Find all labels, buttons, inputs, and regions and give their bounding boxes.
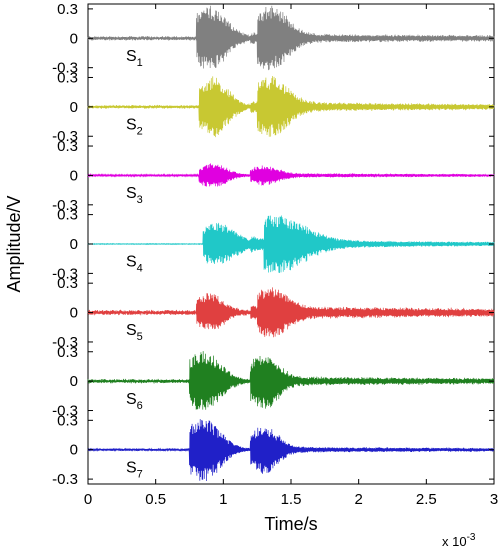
series-6-trace bbox=[87, 351, 495, 410]
series-7-trace bbox=[87, 419, 495, 481]
y-tick-label: -0.3 bbox=[52, 403, 78, 420]
y-tick-label: 0 bbox=[70, 167, 78, 184]
y-tick-label: 0 bbox=[70, 305, 78, 322]
y-tick-label: 0 bbox=[70, 236, 78, 253]
x-tick-layer: 0 0.5 1 1.5 2 2.5 3 bbox=[84, 4, 498, 508]
series-1-label: S1 bbox=[126, 48, 143, 69]
x-tick-label: 0 bbox=[84, 491, 92, 508]
series-4-trace bbox=[87, 215, 495, 274]
y-tick-label: 0 bbox=[70, 30, 78, 47]
x-tick-label: 1.5 bbox=[281, 491, 302, 508]
series-3-trace bbox=[87, 163, 495, 187]
x-axis-title: Time/s bbox=[264, 514, 317, 534]
y-tick-layer: 0.30-0.30.30-0.30.30-0.30.30-0.30.30-0.3… bbox=[52, 1, 494, 488]
y-tick-label: -0.3 bbox=[52, 128, 78, 145]
y-tick-label: 0.3 bbox=[57, 69, 78, 86]
series-5-trace bbox=[87, 287, 495, 338]
series-3-label: S3 bbox=[126, 185, 143, 206]
x-tick-label: 1 bbox=[219, 491, 227, 508]
series-layer bbox=[87, 5, 495, 481]
y-tick-label: -0.3 bbox=[52, 334, 78, 351]
series-2-trace bbox=[87, 75, 495, 138]
y-tick-label: 0.3 bbox=[57, 344, 78, 361]
series-label-layer: S1 S2 S3 S4 S5 S6 S7 bbox=[126, 48, 143, 480]
y-tick-label: 0.3 bbox=[57, 207, 78, 224]
series-7-label: S7 bbox=[126, 459, 143, 480]
x-tick-label: 0.5 bbox=[145, 491, 166, 508]
y-tick-label: 0.3 bbox=[57, 138, 78, 155]
y-tick-label: -0.3 bbox=[52, 60, 78, 77]
y-tick-label: 0.3 bbox=[57, 412, 78, 429]
y-tick-label: 0 bbox=[70, 373, 78, 390]
x-tick-label: 2 bbox=[354, 491, 362, 508]
x-tick-label: 3 bbox=[490, 491, 498, 508]
y-tick-label: 0 bbox=[70, 99, 78, 116]
y-tick-label: 0 bbox=[70, 442, 78, 459]
y-tick-label: -0.3 bbox=[52, 197, 78, 214]
series-2-label: S2 bbox=[126, 116, 143, 137]
series-4-label: S4 bbox=[126, 254, 143, 275]
x-tick-label: 2.5 bbox=[416, 491, 437, 508]
y-tick-label: 0.3 bbox=[57, 275, 78, 292]
series-5-label: S5 bbox=[126, 322, 143, 343]
y-tick-label: 0.3 bbox=[57, 1, 78, 18]
y-tick-label: -0.3 bbox=[52, 471, 78, 488]
y-axis-title: Amplitude/V bbox=[4, 195, 24, 292]
series-1-trace bbox=[87, 5, 495, 71]
x-axis-multiplier: x 10-3 bbox=[442, 532, 476, 549]
y-tick-label: -0.3 bbox=[52, 265, 78, 282]
series-6-label: S6 bbox=[126, 391, 143, 412]
